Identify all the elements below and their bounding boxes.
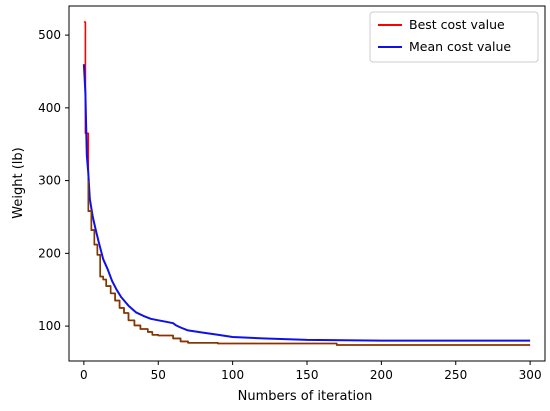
best-cost-overlay-line: [87, 180, 531, 346]
series-layer: [82, 21, 531, 346]
x-tick-label: 0: [80, 368, 88, 382]
legend-label-mean: Mean cost value: [409, 39, 511, 54]
y-tick-label: 500: [38, 28, 61, 42]
legend-label-best: Best cost value: [409, 17, 505, 32]
y-axis-ticks: 100 200 300 400 500: [38, 28, 69, 333]
x-axis-title: Numbers of iteration: [238, 389, 373, 404]
mean-cost-line: [82, 64, 531, 342]
x-tick-label: 250: [444, 368, 467, 382]
x-tick-label: 200: [370, 368, 393, 382]
x-tick-label: 100: [221, 368, 244, 382]
y-tick-label: 300: [38, 174, 61, 188]
x-axis-ticks: 0 50 100 150 200 250 300: [80, 361, 542, 382]
y-axis-title: Weight (lb): [11, 147, 26, 218]
y-tick-label: 200: [38, 246, 61, 260]
y-tick-label: 100: [38, 319, 61, 333]
legend-box: [369, 11, 539, 63]
x-tick-label: 150: [296, 368, 319, 382]
legend: Best cost value Mean cost value: [369, 11, 539, 63]
x-tick-label: 50: [151, 368, 166, 382]
x-tick-label: 300: [519, 368, 542, 382]
plot-area: [69, 6, 545, 361]
y-tick-label: 400: [38, 101, 61, 115]
